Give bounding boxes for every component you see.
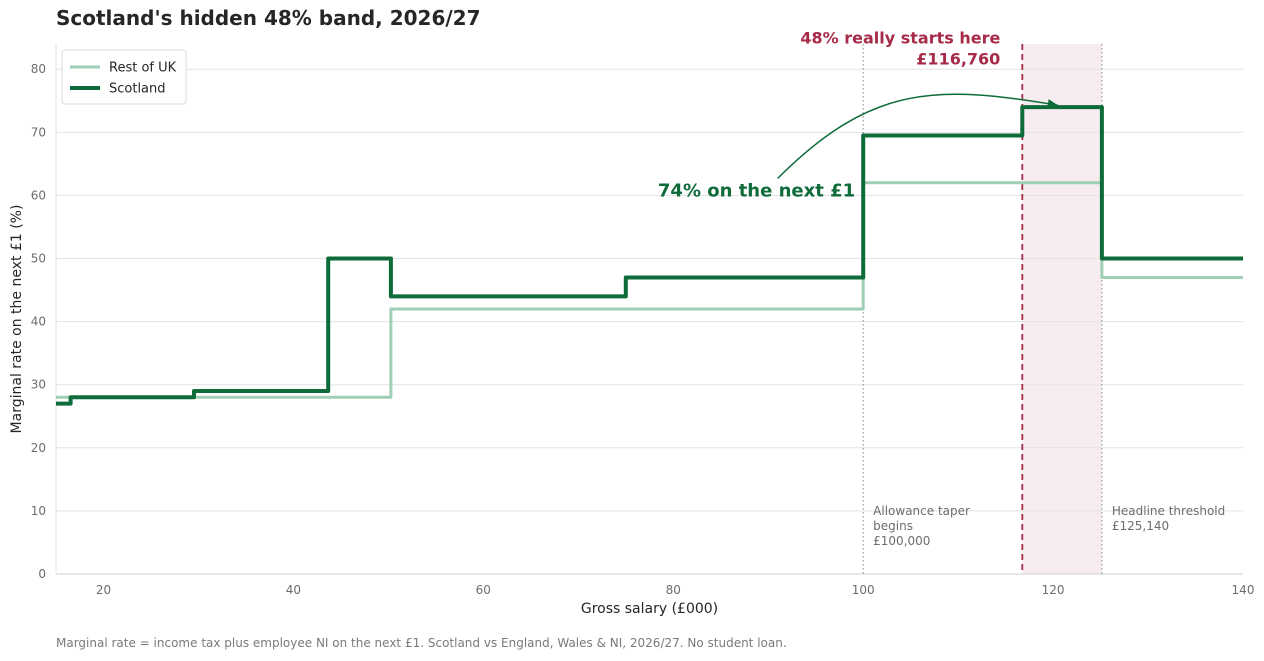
reference-label: Allowance taper xyxy=(873,504,970,518)
legend: Rest of UK Scotland xyxy=(61,49,187,105)
legend-label: Rest of UK xyxy=(109,61,177,76)
x-tick-label: 120 xyxy=(1042,583,1065,597)
x-tick-label: 40 xyxy=(286,583,301,597)
reference-label: begins xyxy=(873,519,913,533)
x-tick-label: 20 xyxy=(96,583,111,597)
y-tick-label: 70 xyxy=(31,125,46,139)
reference-label: £100,000 xyxy=(873,534,930,548)
y-tick-label: 30 xyxy=(31,378,46,392)
x-tick-label: 60 xyxy=(476,583,491,597)
grid-layer xyxy=(56,68,1243,512)
axes-layer: 0 10 20 30 40 50 60 70 80 20 40 60 80 100 120 140 Gross … xyxy=(9,44,1254,617)
series-layer xyxy=(56,105,1243,406)
shaded-band-layer xyxy=(1022,44,1102,574)
legend-label: Scotland xyxy=(109,82,166,97)
chart-title: Scotland's hidden 48% band, 2026/27 xyxy=(56,6,481,30)
y-tick-label: 40 xyxy=(31,315,46,329)
reference-label: £125,140 xyxy=(1112,519,1169,533)
y-tick-label: 10 xyxy=(31,504,46,518)
legend-box xyxy=(61,49,187,105)
y-tick-label: 50 xyxy=(31,252,46,266)
annotation-layer: 74% on the next £1 xyxy=(658,93,1058,201)
shaded-band xyxy=(1022,44,1102,574)
reference-label-highlight: £116,760 xyxy=(916,50,1000,69)
annotation-text: 74% on the next £1 xyxy=(658,180,855,201)
reference-label: Headline threshold xyxy=(1112,504,1225,518)
x-tick-label: 140 xyxy=(1232,583,1255,597)
annotation-arrowhead xyxy=(1047,99,1058,108)
y-axis-label: Marginal rate on the next £1 (%) xyxy=(9,205,25,434)
x-tick-label: 80 xyxy=(666,583,681,597)
x-tick-label: 100 xyxy=(852,583,875,597)
annotation-arrow xyxy=(777,93,1058,179)
footnote: Marginal rate = income tax plus employee… xyxy=(56,636,787,650)
y-tick-label: 0 xyxy=(38,567,46,581)
y-tick-label: 20 xyxy=(31,441,46,455)
y-tick-label: 80 xyxy=(31,62,46,76)
y-tick-label: 60 xyxy=(31,188,46,202)
x-axis-label: Gross salary (£000) xyxy=(581,601,718,617)
reference-label-highlight: 48% really starts here xyxy=(800,29,1000,48)
series-line-scotland xyxy=(56,105,1243,406)
